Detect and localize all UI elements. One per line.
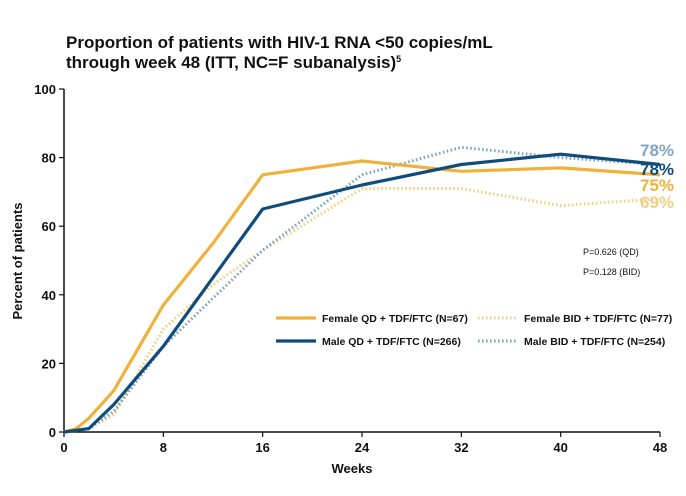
chart-title-line-2: through week 48 (ITT, NC=F subanalysis)5 [66, 53, 401, 72]
end-value-label: 78% [640, 160, 674, 179]
p-value-qd: P=0.626 (QD) [583, 247, 639, 257]
chart-title-line-2-text: through week 48 (ITT, NC=F subanalysis) [66, 53, 396, 72]
p-value-bid: P=0.128 (BID) [583, 267, 640, 277]
end-value-label: 75% [640, 176, 674, 195]
series-line [63, 187, 661, 434]
x-tick-label: 16 [255, 440, 269, 455]
chart-title-superscript: 5 [396, 54, 401, 64]
y-tick-label: 80 [42, 151, 56, 166]
x-tick-label: 24 [355, 440, 370, 455]
legend-label: Female QD + TDF/FTC (N=67) [322, 313, 468, 325]
legend-label: Female BID + TDF/FTC (N=77) [524, 313, 672, 325]
x-tick-label: 0 [60, 440, 67, 455]
x-tick-label: 40 [553, 440, 567, 455]
legend: Female QD + TDF/FTC (N=67) Male QD + TDF/… [276, 313, 672, 348]
legend-label: Male QD + TDF/FTC (N=266) [322, 336, 461, 348]
end-value-label: 69% [640, 193, 674, 212]
x-tick-label: 8 [160, 440, 167, 455]
y-axis-label: Percent of patients [10, 202, 25, 319]
y-tick-label: 100 [34, 82, 56, 97]
series-layer [63, 145, 661, 434]
series-line [63, 145, 661, 434]
series-line [63, 152, 661, 434]
end-labels: 78%78%75%69% [640, 141, 674, 212]
y-tick-label: 0 [49, 425, 56, 440]
chart-title-line-1: Proportion of patients with HIV-1 RNA <5… [66, 33, 493, 52]
series-line [63, 159, 661, 434]
x-axis-label: Weeks [332, 461, 373, 476]
y-tick-label: 20 [42, 356, 56, 371]
x-tick-label: 48 [653, 440, 667, 455]
y-tick-label: 40 [42, 288, 56, 303]
legend-label: Male BID + TDF/FTC (N=254) [524, 336, 665, 348]
axes: 0 20 40 60 80 100 0 8 16 24 32 40 48 [34, 82, 667, 455]
x-tick-label: 32 [454, 440, 468, 455]
y-tick-label: 60 [42, 219, 56, 234]
end-value-label: 78% [640, 141, 674, 160]
